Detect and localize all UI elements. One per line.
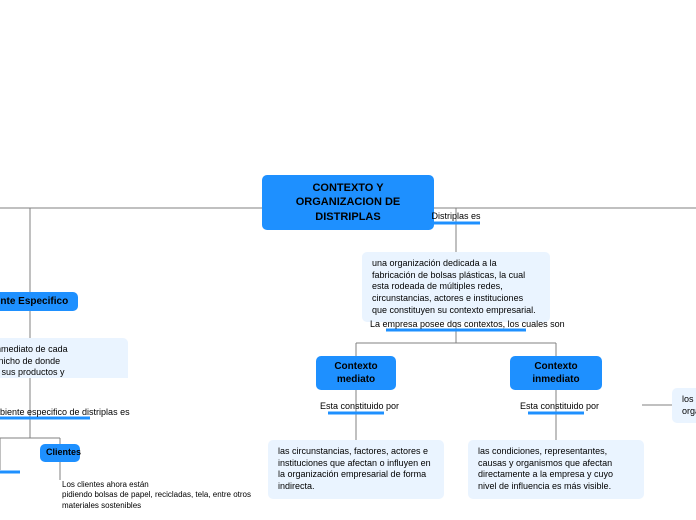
distriplas-label: Distriplas es <box>420 211 492 221</box>
clientes-desc: Los clientes ahora están pidiendo bolsas… <box>62 480 282 511</box>
ambiente-desc: ás cercano e inmediato de cada esto es, … <box>0 338 128 378</box>
mediato-constituido: Esta constituido por <box>320 401 392 411</box>
contexts-label: La empresa posee dos contextos, los cual… <box>370 319 542 329</box>
contexto-inmediato: Contexto inmediato <box>510 356 602 390</box>
inmediato-constituido: Esta constituido por <box>520 401 592 411</box>
distriplas-desc: una organización dedicada a la fabricaci… <box>362 252 550 322</box>
ambiente-sub: biente especifico de distriplas es <box>0 407 120 417</box>
inmediato-desc: las condiciones, representantes, causas … <box>468 440 644 499</box>
ambiente-desc-clip: ás cercano e inmediato de cada esto es, … <box>0 338 130 378</box>
contexto-mediato: Contexto mediato <box>316 356 396 390</box>
ambiente-label: Ambiente Especifico <box>0 292 78 311</box>
diagram-title: CONTEXTO Y ORGANIZACION DE DISTRIPLAS <box>262 175 434 230</box>
ambiente-clip: Ambiente Especifico <box>0 292 80 312</box>
clientes-label: Clientes <box>40 444 80 462</box>
stub-text: los fen organiz <box>672 388 696 423</box>
mediato-desc: las circunstancias, factores, actores e … <box>268 440 444 499</box>
stub-clip: los fen organiz <box>672 388 696 424</box>
